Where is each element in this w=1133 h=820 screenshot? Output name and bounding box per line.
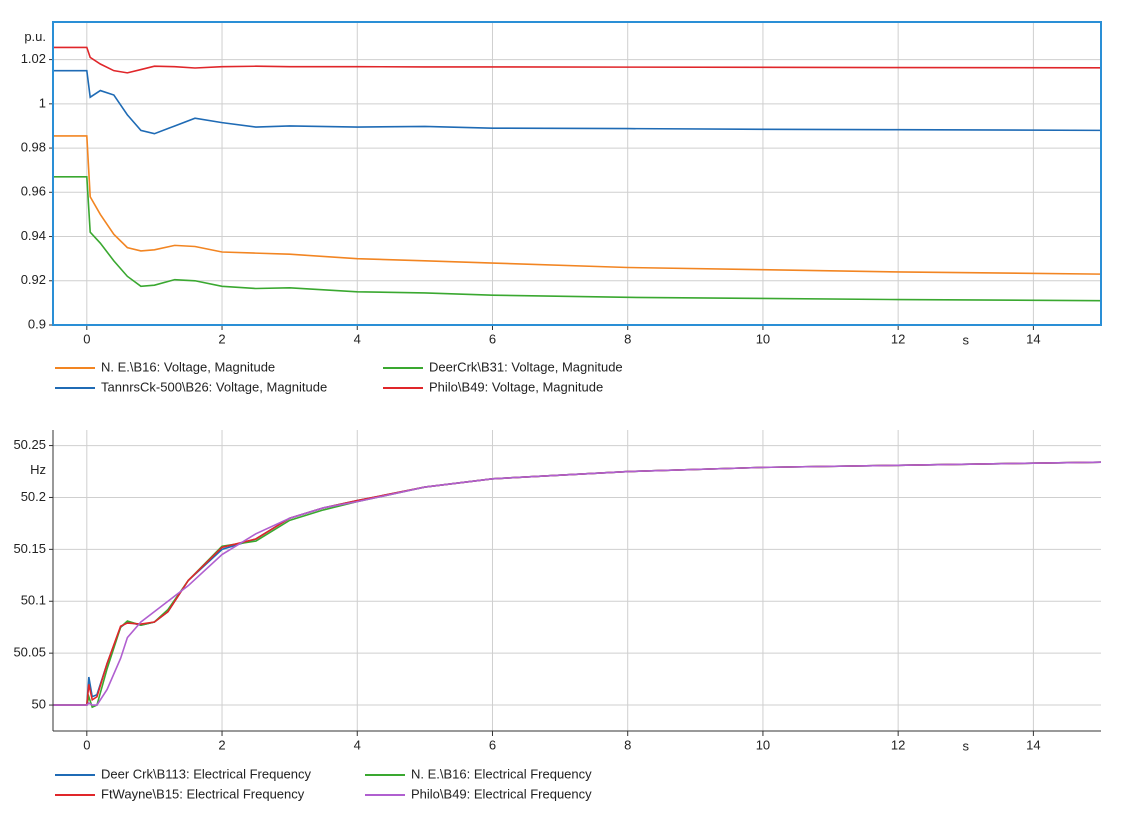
x-tick-label: 0	[83, 737, 90, 752]
x-tick-label: 6	[489, 331, 496, 346]
y-tick-label: 0.96	[21, 184, 46, 199]
series-line	[53, 176, 1101, 302]
legend-label: Philo\B49: Voltage, Magnitude	[429, 379, 603, 394]
x-tick-label: 8	[624, 737, 631, 752]
x-tick-label: 2	[218, 737, 225, 752]
legend-label: Deer Crk\B113: Electrical Frequency	[101, 766, 312, 781]
y-tick-label: 0.9	[28, 316, 46, 331]
y-tick-label: 50.25	[13, 437, 46, 452]
y-tick-label: 50.05	[13, 645, 46, 660]
series-line	[53, 461, 1101, 706]
series-line	[53, 46, 1101, 74]
y-tick-label: 0.98	[21, 140, 46, 155]
legend-label: FtWayne\B15: Electrical Frequency	[101, 786, 305, 801]
legend-label: Philo\B49: Electrical Frequency	[411, 786, 592, 801]
y-tick-label: 1	[39, 95, 46, 110]
series-line	[53, 461, 1101, 706]
y-unit-label: p.u.	[24, 29, 46, 44]
x-unit-label: s	[963, 332, 970, 347]
y-tick-label: 50.2	[21, 489, 46, 504]
x-tick-label: 4	[354, 331, 361, 346]
x-tick-label: 10	[756, 331, 770, 346]
x-tick-label: 0	[83, 331, 90, 346]
x-unit-label: s	[963, 738, 970, 753]
x-tick-label: 10	[756, 737, 770, 752]
y-tick-label: 0.92	[21, 272, 46, 287]
x-tick-label: 12	[891, 737, 905, 752]
x-tick-label: 14	[1026, 737, 1040, 752]
x-tick-label: 6	[489, 737, 496, 752]
series-line	[53, 69, 1101, 135]
y-tick-label: 50	[32, 696, 46, 711]
legend-label: DeerCrk\B31: Voltage, Magnitude	[429, 359, 623, 374]
legend-label: N. E.\B16: Electrical Frequency	[411, 766, 592, 781]
legend-label: TannrsCk-500\B26: Voltage, Magnitude	[101, 379, 327, 394]
x-tick-label: 4	[354, 737, 361, 752]
x-tick-label: 8	[624, 331, 631, 346]
y-tick-label: 50.15	[13, 541, 46, 556]
series-line	[53, 135, 1101, 275]
series-line	[53, 461, 1101, 709]
x-tick-label: 14	[1026, 331, 1040, 346]
legend-label: N. E.\B16: Voltage, Magnitude	[101, 359, 275, 374]
x-tick-label: 12	[891, 331, 905, 346]
y-tick-label: 0.94	[21, 228, 46, 243]
x-tick-label: 2	[218, 331, 225, 346]
y-tick-label: 50.1	[21, 593, 46, 608]
plot-frame	[52, 21, 1102, 326]
series-line	[53, 461, 1101, 706]
y-unit-label: Hz	[30, 462, 46, 477]
y-tick-label: 1.02	[21, 51, 46, 66]
